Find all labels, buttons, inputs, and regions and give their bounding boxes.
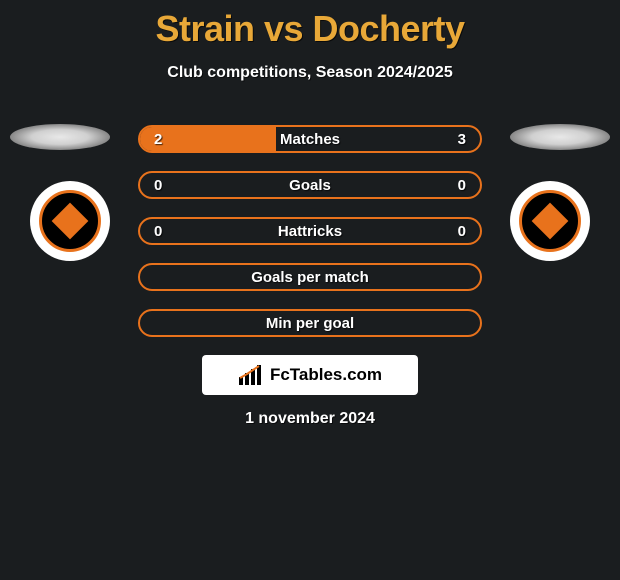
brand-text: FcTables.com: [270, 365, 382, 385]
stat-right-value: 0: [458, 223, 466, 240]
stat-row-goals-per-match: Goals per match: [138, 263, 482, 291]
club-badge-inner-right: [519, 190, 581, 252]
stat-left-value: 2: [154, 131, 162, 148]
stats-container: 2 Matches 3 0 Goals 0 0 Hattricks 0 Goal…: [138, 125, 482, 355]
page-title: Strain vs Docherty: [0, 0, 620, 50]
stat-row-goals: 0 Goals 0: [138, 171, 482, 199]
stat-label: Hattricks: [140, 223, 480, 240]
player-shadow-left: [10, 124, 110, 150]
club-badge-diamond-icon: [52, 203, 89, 240]
stat-right-value: 3: [458, 131, 466, 148]
stat-label: Min per goal: [140, 315, 480, 332]
club-badge-diamond-icon: [532, 203, 569, 240]
stat-row-matches: 2 Matches 3: [138, 125, 482, 153]
stat-label: Matches: [140, 131, 480, 148]
club-badge-inner-left: [39, 190, 101, 252]
subtitle: Club competitions, Season 2024/2025: [0, 64, 620, 82]
club-badge-left: [30, 181, 110, 261]
player-shadow-right: [510, 124, 610, 150]
stat-right-value: 0: [458, 177, 466, 194]
stat-row-hattricks: 0 Hattricks 0: [138, 217, 482, 245]
club-badge-right: [510, 181, 590, 261]
chart-bars-icon: [238, 365, 264, 385]
stat-label: Goals: [140, 177, 480, 194]
date-label: 1 november 2024: [0, 410, 620, 428]
stat-row-min-per-goal: Min per goal: [138, 309, 482, 337]
brand-box[interactable]: FcTables.com: [202, 355, 418, 395]
stat-left-value: 0: [154, 223, 162, 240]
stat-label: Goals per match: [140, 269, 480, 286]
stat-left-value: 0: [154, 177, 162, 194]
